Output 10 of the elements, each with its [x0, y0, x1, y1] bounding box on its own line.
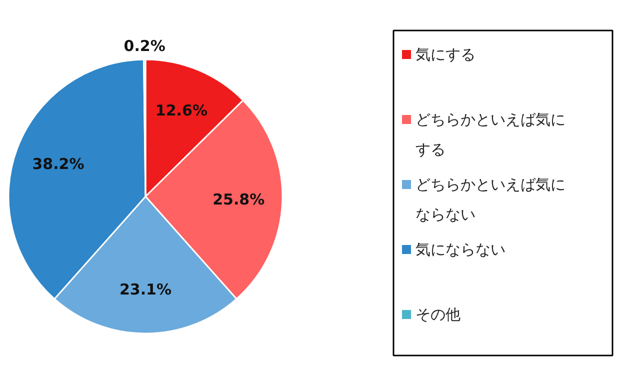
legend-label: 気にする: [416, 46, 476, 64]
data-label: 0.2%: [124, 36, 166, 55]
legend-label: どちらかといえば気にする: [416, 110, 566, 158]
legend-label: どちらかといえば気にならない: [416, 176, 566, 224]
data-label: 25.8%: [212, 190, 265, 209]
data-label: 23.1%: [119, 280, 172, 299]
legend-label: その他: [416, 306, 460, 324]
data-label: 38.2%: [32, 154, 84, 173]
legend-label: 気にならない: [416, 240, 506, 258]
data-label: 12.6%: [155, 102, 208, 120]
